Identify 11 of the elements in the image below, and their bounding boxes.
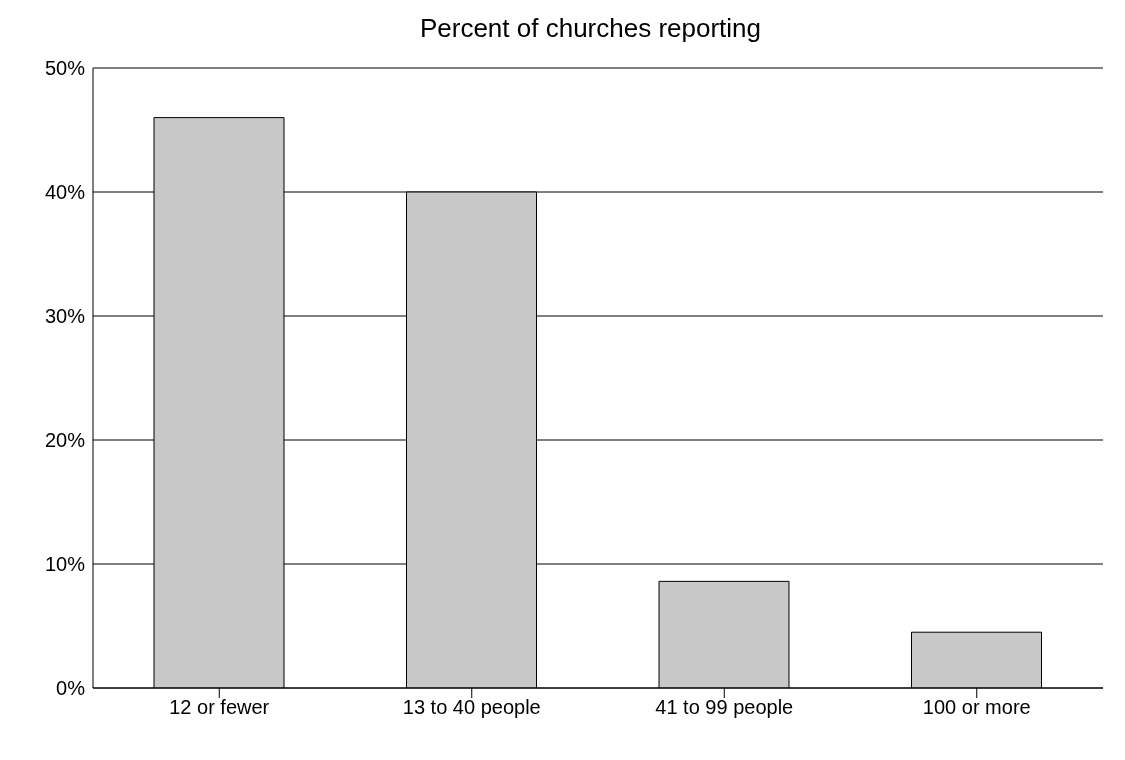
y-tick-label: 50% [44,57,86,80]
y-tick-label: 10% [44,553,86,576]
x-tick-label: 41 to 99 people [655,696,794,719]
y-tick-label: 0% [56,677,86,700]
y-tick-label: 30% [44,305,86,328]
chart-title: Percent of churches reporting [418,12,763,45]
x-tick-label: 12 or fewer [169,696,270,719]
x-tick-label: 100 or more [922,696,1031,719]
y-tick-label: 40% [44,181,86,204]
x-tick-label: 13 to 40 people [402,696,541,719]
y-tick-label: 20% [44,429,86,452]
